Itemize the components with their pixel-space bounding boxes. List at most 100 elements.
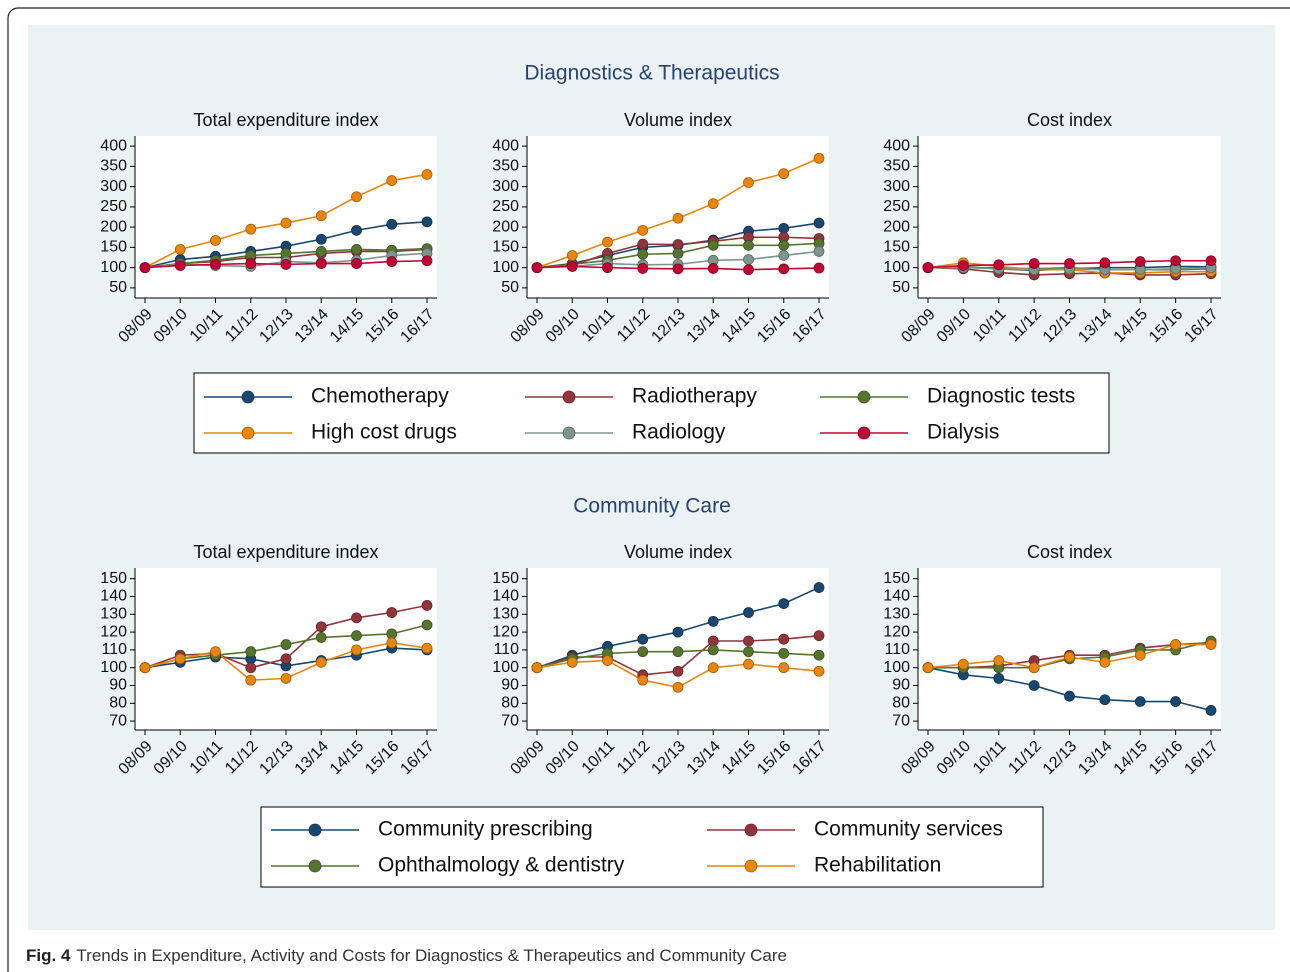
legend-label: Radiology [632,421,726,444]
y-tick-label: 200 [883,218,910,235]
y-tick-label: 130 [100,606,127,623]
y-tick-label: 140 [883,588,910,605]
point [386,628,398,640]
point [421,642,433,654]
point [1134,696,1146,707]
chart-title: Cost index [1027,110,1112,130]
point [672,212,684,224]
legend-marker [308,859,322,873]
point [1028,662,1040,674]
point [813,630,825,642]
point [351,644,362,656]
point [421,216,433,228]
y-tick-label: 70 [501,712,519,729]
point [707,644,719,656]
point [743,254,754,265]
point [386,256,398,267]
caption: Fig. 4 Trends in Expenditure, Activity an… [26,946,787,965]
point [778,648,790,659]
point [778,250,790,261]
plot-area [135,136,437,298]
point [672,626,684,638]
point [421,255,433,267]
point [315,621,327,633]
y-tick-label: 120 [100,623,127,640]
point [672,239,684,250]
point [672,646,684,658]
legend-marker [241,426,255,440]
point [245,646,257,658]
y-tick-label: 140 [100,588,127,605]
y-tick-label: 400 [492,137,519,154]
legend-label: Community prescribing [378,818,593,841]
point [139,262,151,274]
point [566,656,578,668]
point [386,607,398,618]
y-tick-label: 100 [100,259,127,276]
point [778,662,790,674]
legend-box [260,806,1044,888]
point [174,653,186,665]
point [210,258,221,270]
point [637,248,649,260]
y-tick-label: 50 [501,279,519,296]
point [245,674,257,686]
point [174,243,186,255]
y-tick-label: 350 [100,158,127,175]
legend-label: Radiotherapy [632,385,757,408]
y-tick-label: 130 [883,606,910,623]
y-tick-label: 100 [100,659,127,676]
point [922,262,934,274]
legend-label: Ophthalmology & dentistry [378,854,625,877]
point [1099,257,1111,269]
y-tick-label: 200 [492,218,519,235]
point [993,259,1005,271]
y-tick-label: 250 [100,198,127,215]
figure-border [7,7,1290,972]
point [778,168,790,180]
point [531,662,543,674]
point [531,262,543,274]
legend-label: High cost drugs [311,421,457,444]
point [993,672,1005,684]
point [813,262,825,274]
point [1134,256,1146,267]
point [245,223,257,235]
y-tick-label: 90 [501,677,519,694]
legend-marker [857,390,871,404]
point [351,612,362,624]
point [1134,649,1146,661]
y-tick-label: 80 [892,695,910,712]
point [743,239,754,251]
point [315,656,327,668]
point [813,665,825,677]
point [743,658,754,670]
point [707,616,719,627]
chart-title: Total expenditure index [193,542,378,562]
point [280,672,292,684]
y-tick-label: 110 [884,641,910,658]
point [707,263,719,274]
legend-marker [562,426,576,440]
point [210,646,221,658]
point [1170,255,1182,267]
y-tick-label: 150 [883,239,910,256]
point [743,264,754,276]
y-tick-label: 120 [883,623,910,640]
section-title: Community Care [573,495,731,518]
y-tick-label: 150 [100,239,127,256]
point [421,619,433,631]
legend-marker [562,390,576,404]
y-tick-label: 250 [492,198,519,215]
point [743,607,754,618]
y-tick-label: 50 [892,279,910,296]
point [566,261,578,272]
point [315,258,327,269]
legend-label: Diagnostic tests [927,385,1075,408]
y-tick-label: 400 [883,137,910,154]
point [813,152,825,164]
point [957,260,969,272]
y-tick-label: 100 [883,659,910,676]
